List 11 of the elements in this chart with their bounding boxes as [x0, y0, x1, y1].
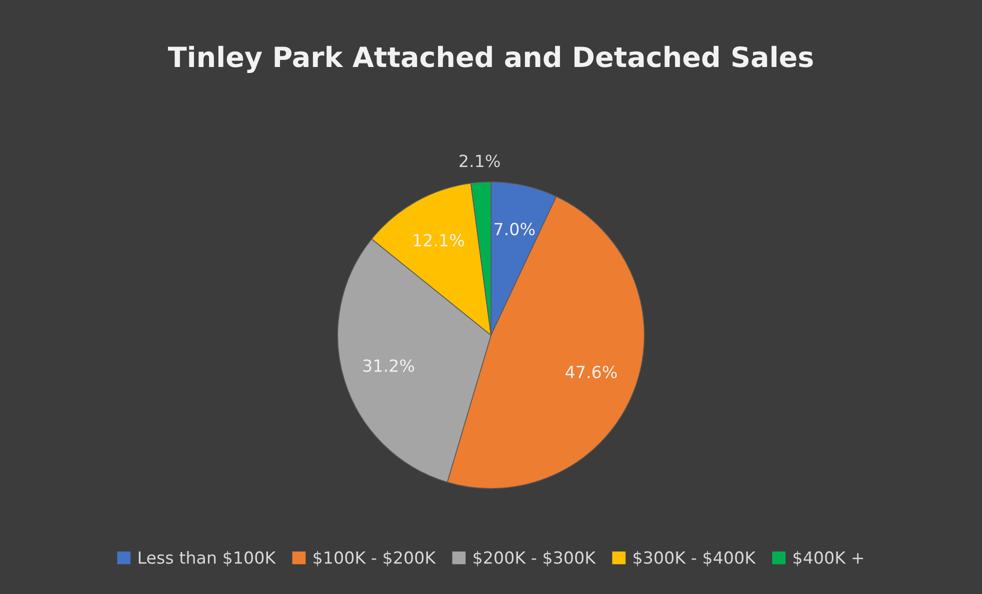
data-label: 12.1%: [414, 234, 464, 247]
chart-title: Tinley Park Attached and Detached Sales: [168, 46, 813, 73]
data-label: 31.2%: [363, 359, 414, 372]
data-label: 47.6%: [566, 366, 617, 378]
legend-label: $300K - $400K: [634, 550, 756, 566]
data-label: 7.0%: [494, 222, 535, 236]
legend-label: $200K - $300K: [474, 550, 596, 566]
legend-label: $400K +: [794, 550, 864, 566]
legend-label: $100K - $200K: [314, 550, 436, 566]
data-label: 2.1%: [460, 154, 500, 168]
legend-label: Less than $100K: [138, 550, 276, 566]
